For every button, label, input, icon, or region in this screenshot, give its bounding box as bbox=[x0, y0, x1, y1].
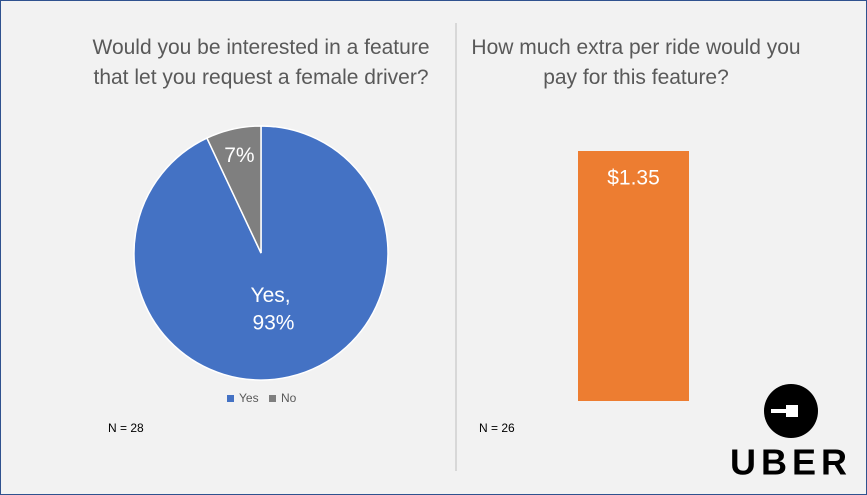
note: N = 28 bbox=[108, 421, 144, 435]
legend-swatch bbox=[269, 395, 276, 402]
logo-square bbox=[786, 405, 798, 417]
legend-swatch bbox=[227, 395, 234, 402]
chart-title: How much extra per ride would you pay fo… bbox=[471, 36, 801, 89]
legend-label: Yes bbox=[239, 391, 259, 405]
bar bbox=[578, 151, 689, 401]
chart-title: Would you be interested in a feature tha… bbox=[92, 36, 430, 89]
note: N = 26 bbox=[479, 421, 515, 435]
legend-label: No bbox=[281, 391, 297, 405]
pie-slice bbox=[205, 125, 262, 254]
logo-bar bbox=[771, 409, 787, 413]
logo bbox=[764, 384, 818, 438]
data-label: $1.35 bbox=[607, 167, 660, 190]
data-label: 7% bbox=[224, 144, 254, 167]
logo-text: UBER bbox=[730, 442, 852, 483]
data-label: Yes, 93% bbox=[250, 284, 296, 334]
